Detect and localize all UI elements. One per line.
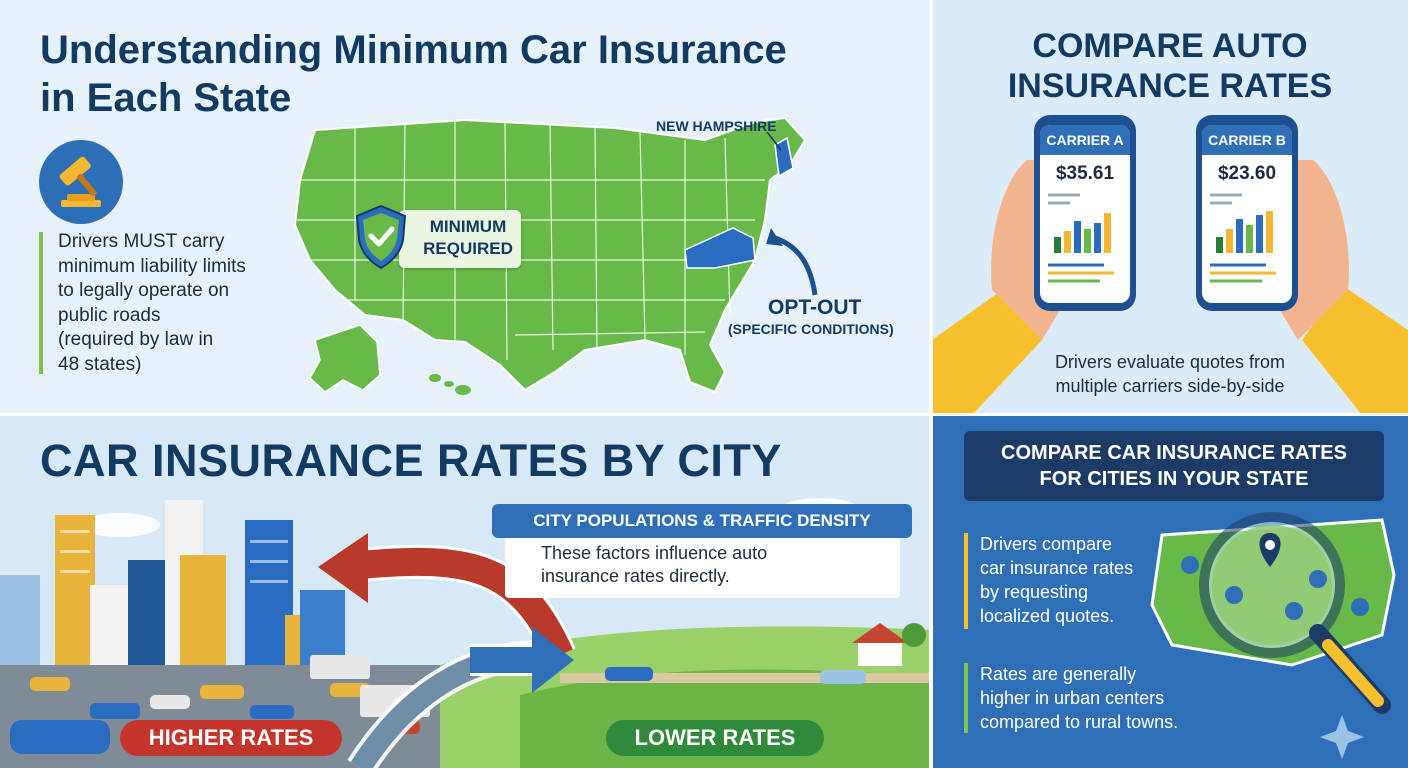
- factors-card: These factors influence auto insurance r…: [505, 530, 900, 598]
- title-line-2: in Each State: [40, 76, 292, 120]
- badge-line-2: REQUIRED: [423, 239, 513, 258]
- description-line: minimum liability limits: [58, 255, 246, 277]
- text2-line: compared to rural towns.: [980, 712, 1179, 732]
- compare-caption: Drivers evaluate quotes from multiple ca…: [932, 350, 1408, 398]
- text1-accent-bar: [964, 533, 968, 629]
- rates-by-city-panel: CAR INSURANCE RATES BY CITY HIGHER RATES…: [0, 415, 932, 768]
- shield-check-icon: [355, 204, 407, 270]
- text1-line: by requesting: [980, 582, 1089, 602]
- minimum-description: Drivers MUST carry minimum liability lim…: [58, 230, 246, 377]
- description-line: 48 states): [58, 353, 142, 375]
- minimum-insurance-panel: Understanding Minimum Car Insurance in E…: [0, 0, 932, 415]
- caption-line-2: multiple carriers side-by-side: [1055, 376, 1285, 396]
- new-hampshire-label: NEW HAMPSHIRE: [656, 118, 777, 134]
- optout-subtitle: (SPECIFIC CONDITIONS): [728, 321, 894, 337]
- description-line: public roads: [58, 304, 161, 326]
- rates-by-city-title: CAR INSURANCE RATES BY CITY: [40, 435, 782, 486]
- factors-text: These factors influence auto insurance r…: [541, 542, 767, 588]
- text2-accent-bar: [964, 663, 968, 733]
- badge-line-1: MINIMUM: [429, 217, 507, 236]
- compare-rates-title: COMPARE AUTO INSURANCE RATES: [932, 26, 1408, 106]
- carrier-b-phone: CARRIER B $23.60: [1196, 115, 1298, 311]
- text2-line: higher in urban centers: [980, 688, 1165, 708]
- carrier-a-name: CARRIER A: [1040, 125, 1130, 155]
- panel-divider-horizontal: [0, 413, 1408, 416]
- compare-rates-panel: COMPARE AUTO INSURANCE RATES CARRIER A $…: [932, 0, 1408, 415]
- title-line-1: Understanding Minimum Car Insurance: [40, 28, 787, 72]
- text1-line: localized quotes.: [980, 606, 1115, 626]
- state-compare-text-2: Rates are generally higher in urban cent…: [980, 662, 1178, 734]
- carrier-a-price: $35.61: [1055, 163, 1115, 184]
- compare-title-line-1: COMPARE AUTO: [1032, 27, 1308, 65]
- factors-label: CITY POPULATIONS & TRAFFIC DENSITY: [492, 504, 912, 538]
- optout-title: OPT-OUT: [768, 296, 862, 319]
- description-line: (required by law in: [58, 329, 214, 350]
- state-compare-title-line-2: FOR CITIES IN YOUR STATE: [1039, 468, 1309, 490]
- carrier-b-price: $23.60: [1217, 163, 1277, 184]
- lower-rates-label: LOWER RATES: [606, 720, 824, 756]
- text1-line: Drivers compare: [980, 534, 1113, 554]
- panel-divider-vertical: [929, 0, 933, 768]
- carrier-a-chart-icon: [1048, 193, 1114, 283]
- minimum-required-badge: MINIMUM REQUIRED: [399, 210, 521, 268]
- description-line: Drivers MUST carry: [58, 231, 225, 252]
- description-line: to legally operate on: [58, 280, 230, 301]
- description-accent-bar: [39, 232, 43, 374]
- state-map-magnifier-illustration: [1150, 512, 1396, 759]
- carrier-b-name: CARRIER B: [1202, 125, 1292, 155]
- state-compare-text-1: Drivers compare car insurance rates by r…: [980, 532, 1133, 628]
- compare-title-line-2: INSURANCE RATES: [1007, 67, 1333, 105]
- text1-line: car insurance rates: [980, 558, 1134, 578]
- text2-line: Rates are generally: [980, 664, 1137, 684]
- higher-rates-label: HIGHER RATES: [120, 720, 342, 756]
- state-compare-title: COMPARE CAR INSURANCE RATES FOR CITIES I…: [964, 431, 1384, 501]
- state-compare-title-line-1: COMPARE CAR INSURANCE RATES: [1001, 442, 1347, 464]
- caption-line-1: Drivers evaluate quotes from: [1054, 352, 1286, 372]
- factors-text-line-1: These factors influence auto: [541, 543, 768, 563]
- us-map: [293, 116, 818, 395]
- gavel-icon: [39, 140, 123, 224]
- carrier-b-chart-icon: [1210, 193, 1276, 283]
- minimum-insurance-title: Understanding Minimum Car Insurance in E…: [40, 26, 900, 122]
- factors-text-line-2: insurance rates directly.: [541, 566, 730, 586]
- carrier-a-phone: CARRIER A $35.61: [1034, 115, 1136, 311]
